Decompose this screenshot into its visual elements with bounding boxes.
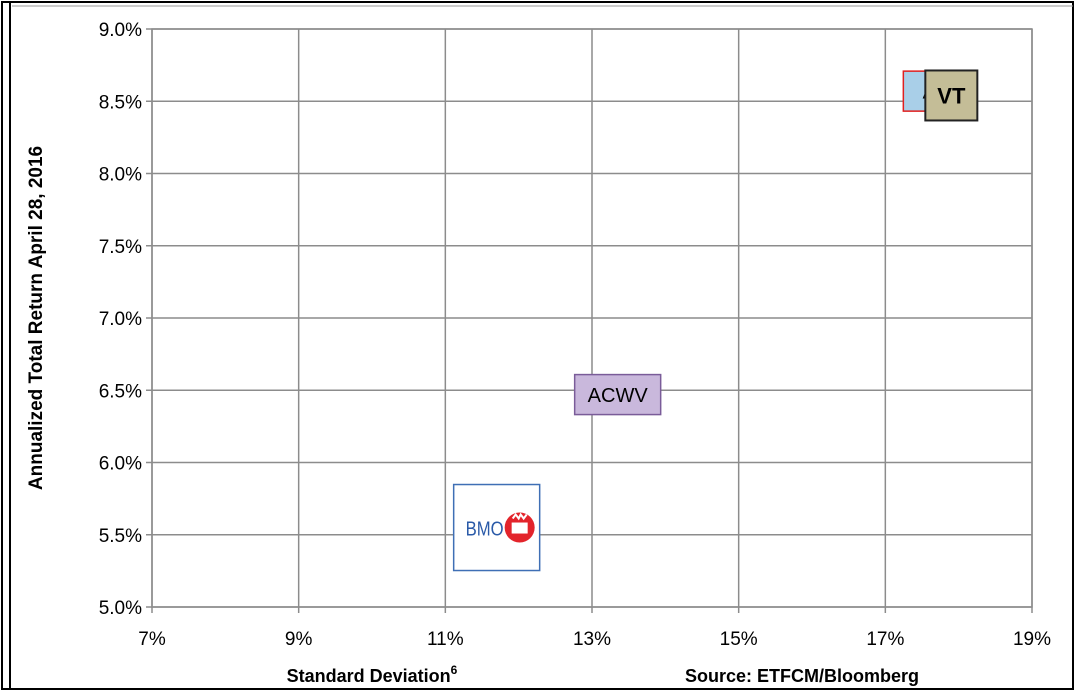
point-vt: VT xyxy=(924,69,979,122)
x-tick-label: 13% xyxy=(573,629,611,650)
point-bmo: BMO xyxy=(452,483,541,572)
y-tick-label: 6.5% xyxy=(99,381,142,402)
x-axis-title-superscript: 6 xyxy=(451,663,458,677)
x-tick-label: 7% xyxy=(138,629,166,650)
tick-labels: 5.0% 5.5% 6.0% 6.5% 7.0% 7.5% 8.0% 8.5% 9.0% 7% 9%… xyxy=(99,20,1051,650)
x-axis-title: Standard Deviation6 xyxy=(287,663,458,686)
point-label: BMO xyxy=(466,519,504,541)
source-note: Source: ETFCM/Bloomberg xyxy=(685,666,919,686)
y-tick-label: 6.0% xyxy=(99,454,142,475)
x-tick-label: 17% xyxy=(866,629,904,650)
x-tick-label: 11% xyxy=(427,629,464,650)
y-tick-label: 7.0% xyxy=(99,309,142,330)
x-axis-title-text: Standard Deviation xyxy=(287,666,451,686)
bmo-roundel-bar-icon xyxy=(511,522,528,534)
point-label: ACWV xyxy=(588,385,649,407)
point-label: VT xyxy=(937,83,966,108)
y-tick-label: 7.5% xyxy=(99,237,142,258)
y-tick-label: 8.0% xyxy=(99,165,142,186)
data-points: AVTACWVBMO xyxy=(452,69,979,572)
grid xyxy=(146,28,1033,613)
point-acwv: ACWV xyxy=(573,373,662,416)
y-tick-label: 8.5% xyxy=(99,92,142,113)
y-axis-title: Annualized Total Return April 28, 2016 xyxy=(26,146,47,490)
bmo-roundel-crest-icon xyxy=(511,512,528,521)
x-tick-label: 19% xyxy=(1013,629,1051,650)
point-marker xyxy=(573,373,662,416)
y-tick-label: 9.0% xyxy=(99,20,142,41)
x-tick-label: 9% xyxy=(285,629,313,650)
y-tick-label: 5.5% xyxy=(99,526,142,547)
x-tick-label: 15% xyxy=(720,629,758,650)
point-marker xyxy=(924,69,979,122)
y-tick-label: 5.0% xyxy=(99,598,142,619)
